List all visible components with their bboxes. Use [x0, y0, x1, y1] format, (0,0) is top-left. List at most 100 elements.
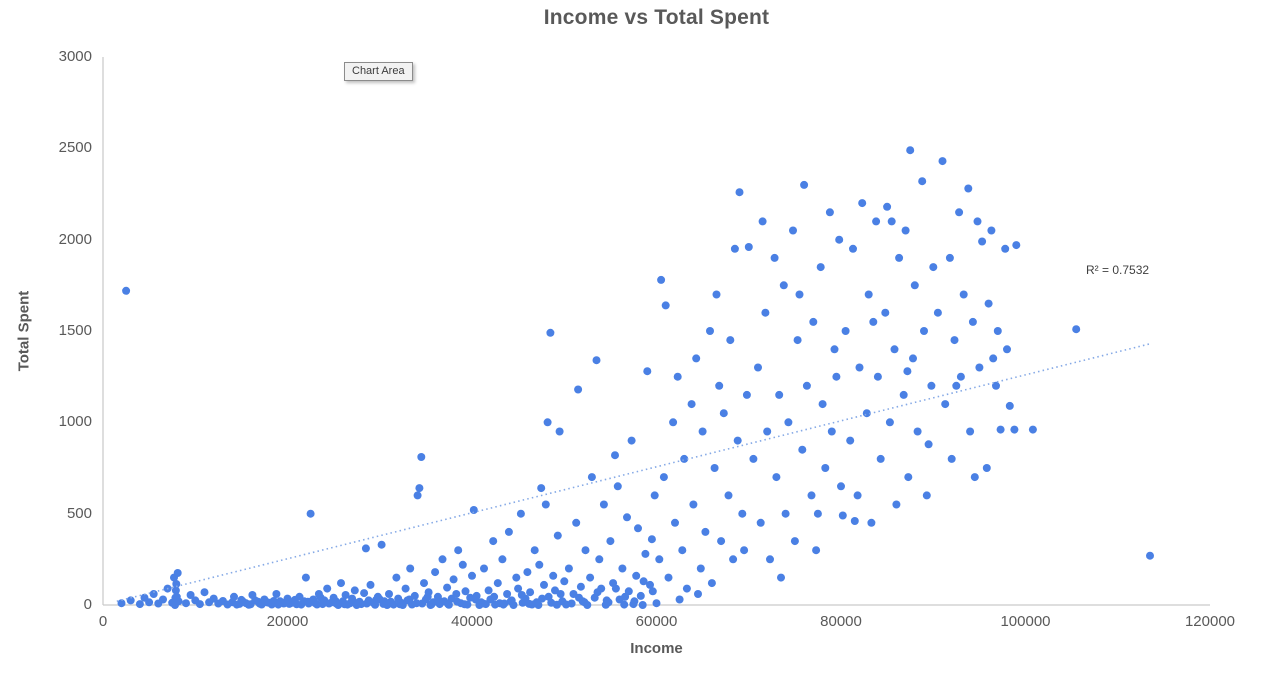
- x-axis-title: Income: [630, 640, 683, 657]
- data-point: [251, 596, 260, 605]
- data-point: [975, 363, 984, 372]
- data-point: [984, 299, 993, 308]
- data-point: [955, 208, 964, 217]
- data-point: [410, 591, 419, 600]
- data-point: [813, 509, 822, 518]
- data-point: [781, 509, 790, 518]
- data-point: [638, 601, 647, 609]
- data-point: [761, 308, 770, 317]
- data-point: [816, 263, 825, 272]
- data-point: [992, 381, 1000, 390]
- data-point: [744, 243, 753, 251]
- data-point: [149, 590, 158, 598]
- data-point: [647, 535, 656, 544]
- data-point: [689, 500, 698, 509]
- data-point: [389, 600, 398, 609]
- data-point: [583, 601, 592, 609]
- data-point: [858, 199, 867, 208]
- data-point: [540, 580, 548, 589]
- data-point: [812, 546, 821, 555]
- data-point: [945, 253, 954, 262]
- data-point: [950, 336, 959, 345]
- data-point: [1003, 345, 1011, 354]
- data-point: [696, 564, 705, 573]
- data-point: [538, 594, 547, 603]
- data-point: [263, 598, 272, 607]
- data-point: [996, 425, 1005, 434]
- data-point: [661, 301, 670, 310]
- data-point: [758, 217, 767, 226]
- data-point: [567, 599, 576, 608]
- data-point: [611, 451, 619, 460]
- data-point: [775, 390, 784, 399]
- data-point: [438, 555, 447, 564]
- data-point: [543, 418, 552, 427]
- data-point: [406, 564, 415, 573]
- data-point: [715, 381, 724, 390]
- data-point: [606, 537, 615, 546]
- data-point: [956, 372, 965, 381]
- data-point: [541, 500, 550, 509]
- data-point: [966, 427, 975, 436]
- data-point: [719, 409, 728, 418]
- data-point: [777, 573, 785, 582]
- data-point: [620, 600, 629, 609]
- data-point: [472, 591, 481, 600]
- data-point: [756, 518, 765, 527]
- data-point: [1010, 425, 1019, 434]
- data-point: [350, 586, 359, 595]
- data-point: [933, 308, 942, 317]
- data-point: [504, 527, 513, 536]
- data-point: [630, 597, 639, 606]
- data-point: [458, 560, 467, 569]
- data-point: [117, 599, 126, 608]
- data-point: [159, 595, 167, 604]
- data-point: [895, 253, 904, 262]
- data-point: [913, 427, 922, 436]
- data-point: [613, 482, 622, 491]
- data-point: [712, 290, 721, 299]
- data-point: [899, 390, 908, 399]
- data-point: [632, 571, 641, 580]
- data-point: [904, 473, 913, 482]
- x-tick-label: 80000: [820, 613, 862, 630]
- data-point: [832, 372, 841, 381]
- data-point: [443, 583, 452, 592]
- data-point: [885, 418, 894, 427]
- data-point: [952, 381, 961, 390]
- data-point: [272, 590, 281, 598]
- data-point: [920, 327, 928, 335]
- data-point: [1012, 241, 1021, 250]
- data-point: [964, 184, 973, 193]
- data-point: [182, 599, 190, 608]
- data-point: [802, 381, 811, 390]
- data-point: [867, 518, 876, 527]
- data-point: [754, 363, 762, 372]
- data-point: [659, 473, 668, 482]
- data-point: [484, 586, 493, 595]
- data-point: [906, 146, 915, 155]
- data-point: [526, 588, 535, 597]
- data-point: [641, 549, 650, 558]
- data-point: [982, 464, 991, 472]
- data-point: [361, 544, 370, 553]
- data-point: [730, 244, 739, 253]
- data-point: [611, 584, 620, 593]
- data-point: [431, 568, 440, 577]
- data-point: [424, 588, 433, 597]
- data-point: [749, 454, 758, 463]
- data-point: [587, 473, 596, 482]
- data-point: [452, 590, 461, 598]
- data-point: [323, 584, 332, 593]
- data-point: [230, 592, 238, 601]
- data-point: [850, 517, 859, 525]
- data-point: [468, 571, 476, 580]
- data-point: [595, 555, 604, 564]
- data-point: [135, 600, 144, 609]
- data-point: [742, 390, 751, 399]
- data-point: [195, 600, 204, 609]
- data-point: [627, 436, 636, 445]
- data-point: [766, 555, 774, 564]
- data-point: [694, 590, 702, 598]
